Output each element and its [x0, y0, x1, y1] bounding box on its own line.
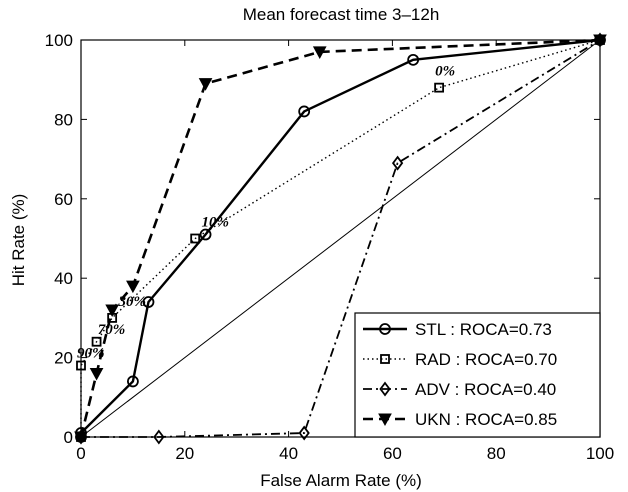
- series-line: [79, 38, 601, 437]
- y-tick-label: 0: [64, 428, 73, 447]
- legend-box: [354, 312, 601, 438]
- data-point: [105, 304, 119, 318]
- data-point: [312, 46, 327, 59]
- y-tick-label: 100: [45, 31, 73, 50]
- legend: STL : ROCA=0.73 RAD : ROCA=0.70 ADV : ROCA…: [354, 312, 601, 438]
- data-point: [407, 53, 420, 66]
- data-point: [190, 233, 201, 244]
- x-tick-label: 60: [383, 444, 402, 463]
- threshold-annotation: 0%: [435, 64, 455, 80]
- threshold-annotation: 90%: [77, 346, 105, 362]
- legend-marker: [380, 354, 390, 364]
- legend-marker: [378, 413, 392, 427]
- data-point: [126, 280, 140, 294]
- threshold-annotation: 10%: [202, 215, 230, 231]
- x-tick-label: 0: [76, 444, 85, 463]
- data-point: [153, 429, 165, 445]
- legend-marker: [379, 323, 391, 335]
- x-tick-label: 100: [586, 444, 614, 463]
- data-point: [76, 360, 86, 371]
- data-point: [391, 155, 404, 171]
- legend-entry: ADV : ROCA=0.40: [415, 380, 556, 399]
- plot-area: 90% 70% 30% 10% 0%: [74, 32, 607, 445]
- y-tick-label: 80: [54, 110, 73, 129]
- legend-entry: RAD : ROCA=0.70: [415, 350, 557, 369]
- chart-title: Mean forecast time 3–12h: [243, 5, 440, 24]
- data-point: [298, 425, 310, 441]
- legend-marker: [379, 381, 391, 397]
- series-circle: [75, 34, 606, 443]
- series-line: [81, 39, 601, 438]
- x-tick-label: 20: [175, 444, 194, 463]
- axis-ticks: 0 20 40 60 80 100 0 20 40 60 80 100: [45, 31, 615, 463]
- data-point: [126, 375, 139, 388]
- legend-entry: UKN : ROCA=0.85: [415, 410, 557, 429]
- legend-entry: STL : ROCA=0.73: [415, 320, 552, 339]
- data-point: [434, 82, 445, 93]
- x-tick-label: 40: [279, 444, 298, 463]
- x-axis-title: False Alarm Rate (%): [260, 471, 422, 490]
- data-point: [142, 296, 155, 308]
- data-point: [198, 78, 213, 91]
- y-tick-label: 20: [54, 349, 73, 368]
- threshold-annotation: 30%: [118, 294, 146, 310]
- data-point: [298, 105, 311, 118]
- no-skill-diagonal: [80, 39, 601, 438]
- y-tick-label: 40: [54, 269, 73, 288]
- threshold-annotation: 70%: [98, 322, 126, 338]
- y-axis-title: Hit Rate (%): [9, 194, 28, 287]
- data-point: [89, 367, 104, 381]
- data-point: [91, 336, 102, 347]
- data-point: [199, 228, 212, 241]
- y-tick-label: 60: [54, 190, 73, 209]
- x-tick-label: 80: [487, 444, 506, 463]
